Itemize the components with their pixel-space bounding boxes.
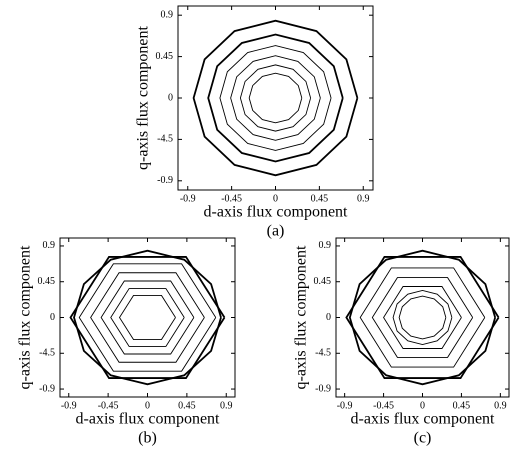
x-tick-label: -0.9 (61, 400, 77, 411)
x-axis-label: d-axis flux component (351, 411, 496, 428)
y-tick-label: 0.9 (43, 240, 56, 251)
y-tick-label: 0.45 (314, 276, 332, 287)
trajectory (239, 64, 312, 132)
caption: (a) (267, 223, 285, 240)
trajectory (90, 272, 205, 363)
y-tick-label: 0.45 (156, 51, 174, 62)
x-tick-label: -0.45 (373, 400, 394, 411)
y-tick-label: 0 (168, 92, 173, 103)
trajectory (359, 267, 486, 368)
x-tick-label: -0.9 (337, 400, 353, 411)
x-tick-label: 0.9 (494, 400, 507, 411)
x-tick-label: 0 (420, 400, 425, 411)
trajectory (392, 290, 453, 345)
trajectory (192, 19, 359, 177)
trajectory (219, 45, 332, 151)
caption: (b) (138, 430, 157, 447)
y-axis-label: q-axis flux component (17, 245, 34, 390)
y-tick-label: -0.9 (39, 383, 55, 394)
trajectory (383, 286, 462, 349)
trajectory (248, 72, 303, 124)
caption: (c) (414, 430, 432, 447)
trajectory (398, 295, 447, 340)
y-axis-label: q-axis flux component (135, 25, 152, 170)
x-tick-label: 0.9 (220, 400, 233, 411)
x-tick-label: -0.9 (180, 193, 196, 204)
x-axis-label: d-axis flux component (76, 411, 221, 428)
y-tick-label: -4.5 (315, 348, 331, 359)
y-tick-label: -4.5 (39, 348, 55, 359)
plot-frame (335, 237, 510, 398)
x-tick-label: 0.45 (453, 400, 471, 411)
trajectory (73, 249, 222, 386)
x-tick-label: 0.9 (357, 193, 370, 204)
y-tick-label: 0.45 (38, 276, 56, 287)
trajectory (371, 277, 474, 358)
x-axis-label: d-axis flux component (204, 204, 349, 221)
trajectory (110, 288, 185, 347)
y-tick-label: 0.9 (319, 240, 332, 251)
trajectory (230, 55, 321, 141)
trajectory (118, 295, 176, 340)
x-tick-label: -0.45 (221, 193, 242, 204)
trajectory (348, 249, 497, 386)
x-tick-label: 0.45 (311, 193, 329, 204)
trajectory (100, 280, 195, 355)
trajectory (207, 33, 344, 163)
x-tick-label: 0 (145, 400, 150, 411)
y-tick-label: 0 (50, 312, 55, 323)
x-tick-label: 0 (273, 193, 278, 204)
x-tick-label: 0.45 (178, 400, 196, 411)
y-axis-label: q-axis flux component (293, 245, 310, 390)
y-tick-label: -0.9 (157, 175, 173, 186)
y-tick-label: -4.5 (157, 134, 173, 145)
trajectory (69, 256, 226, 379)
trajectory (78, 263, 217, 372)
trajectory (345, 256, 500, 379)
plot-frame (59, 237, 236, 398)
y-tick-label: 0.9 (161, 9, 174, 20)
x-tick-label: -0.45 (98, 400, 119, 411)
y-tick-label: -0.9 (315, 383, 331, 394)
y-tick-label: 0 (326, 312, 331, 323)
